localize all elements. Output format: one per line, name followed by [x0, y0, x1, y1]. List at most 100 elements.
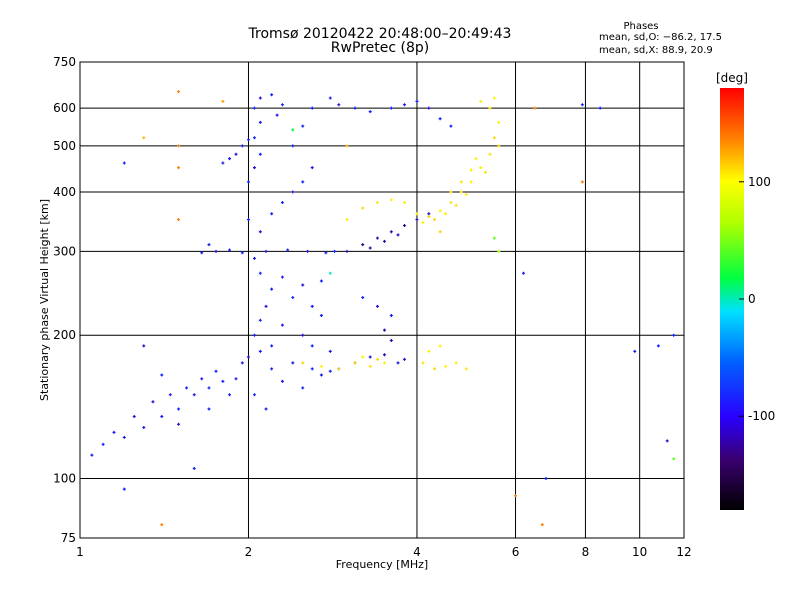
data-point [301, 124, 305, 128]
data-point [151, 400, 155, 404]
data-point [270, 367, 274, 371]
data-point [383, 328, 387, 332]
data-point [521, 271, 525, 275]
data-point [361, 355, 365, 359]
data-point [101, 442, 105, 446]
data-point [444, 212, 448, 216]
data-point [514, 494, 518, 498]
data-point [464, 367, 468, 371]
data-point [185, 386, 189, 390]
data-point [383, 239, 387, 243]
data-point [168, 393, 172, 397]
plot-frame [79, 61, 685, 539]
x-tick-label: 12 [676, 545, 691, 559]
data-point [421, 361, 425, 365]
grid [80, 62, 684, 538]
data-point [337, 367, 341, 371]
data-point [540, 523, 544, 527]
data-point [252, 256, 256, 260]
data-point [474, 157, 478, 161]
data-point [433, 218, 437, 222]
data-point [368, 364, 372, 368]
data-point [328, 96, 332, 100]
data-point [252, 106, 256, 110]
data-point [396, 361, 400, 365]
data-point [665, 439, 669, 443]
data-point [177, 422, 181, 426]
data-point [221, 161, 225, 165]
y-tick-label: 300 [53, 244, 76, 258]
data-point [438, 230, 442, 234]
y-axis-label: Stationary phase Virtual Height [km] [38, 199, 51, 401]
data-point [454, 203, 458, 207]
data-point [402, 357, 406, 361]
data-point [280, 379, 284, 383]
data-point [389, 198, 393, 202]
data-point [177, 90, 181, 94]
colorbar-tick-label: 100 [748, 175, 771, 189]
y-tick-label: 600 [53, 101, 76, 115]
data-point [246, 355, 250, 359]
y-tick-label: 75 [61, 531, 76, 545]
x-tick-label: 10 [632, 545, 647, 559]
data-point [656, 344, 660, 348]
data-point [258, 96, 262, 100]
colorbar-tick-label: 0 [748, 292, 756, 306]
data-point [234, 377, 238, 381]
data-point [361, 243, 365, 247]
data-point [246, 218, 250, 222]
data-point [492, 96, 496, 100]
data-point [301, 386, 305, 390]
data-point [580, 180, 584, 184]
data-point [580, 103, 584, 107]
colorbar-unit-label: [deg] [716, 71, 748, 85]
data-point [345, 144, 349, 148]
data-point [389, 230, 393, 234]
x-tick-label: 8 [582, 545, 590, 559]
colorbar-ticks: 100 0 -100 [739, 175, 775, 423]
data-point [221, 379, 225, 383]
data-point [280, 201, 284, 205]
data-point [328, 349, 332, 353]
data-point [433, 367, 437, 371]
data-point [324, 251, 328, 255]
data-point [427, 349, 431, 353]
data-point [544, 477, 548, 481]
data-point [368, 246, 372, 250]
phases-stats-o: mean, sd,O: −86.2, 17.5 [599, 32, 722, 43]
data-point [402, 201, 406, 205]
data-point [598, 106, 602, 110]
data-point [459, 190, 463, 194]
data-point [270, 212, 274, 216]
data-point [270, 344, 274, 348]
data-point [488, 152, 492, 156]
data-point [368, 110, 372, 114]
data-point [301, 180, 305, 184]
data-point [459, 180, 463, 184]
y-tick-label: 500 [53, 139, 76, 153]
data-point [234, 152, 238, 156]
data-point [306, 249, 310, 253]
data-point [301, 333, 305, 337]
data-point [240, 361, 244, 365]
data-point [375, 304, 379, 308]
data-point [192, 393, 196, 397]
data-point [258, 230, 262, 234]
data-point [310, 344, 314, 348]
data-point [207, 243, 211, 247]
data-point [633, 349, 637, 353]
data-point [291, 144, 295, 148]
data-point [160, 414, 164, 418]
data-point [438, 344, 442, 348]
data-point [492, 236, 496, 240]
x-tick-label: 2 [245, 545, 253, 559]
chart-title: Tromsø 20120422 20:48:00–20:49:43 [248, 26, 512, 42]
data-point [672, 333, 676, 337]
data-point [112, 430, 116, 434]
data-point [177, 218, 181, 222]
data-point [252, 393, 256, 397]
data-point [270, 93, 274, 97]
data-point [427, 106, 431, 110]
y-tick-label: 100 [53, 472, 76, 486]
